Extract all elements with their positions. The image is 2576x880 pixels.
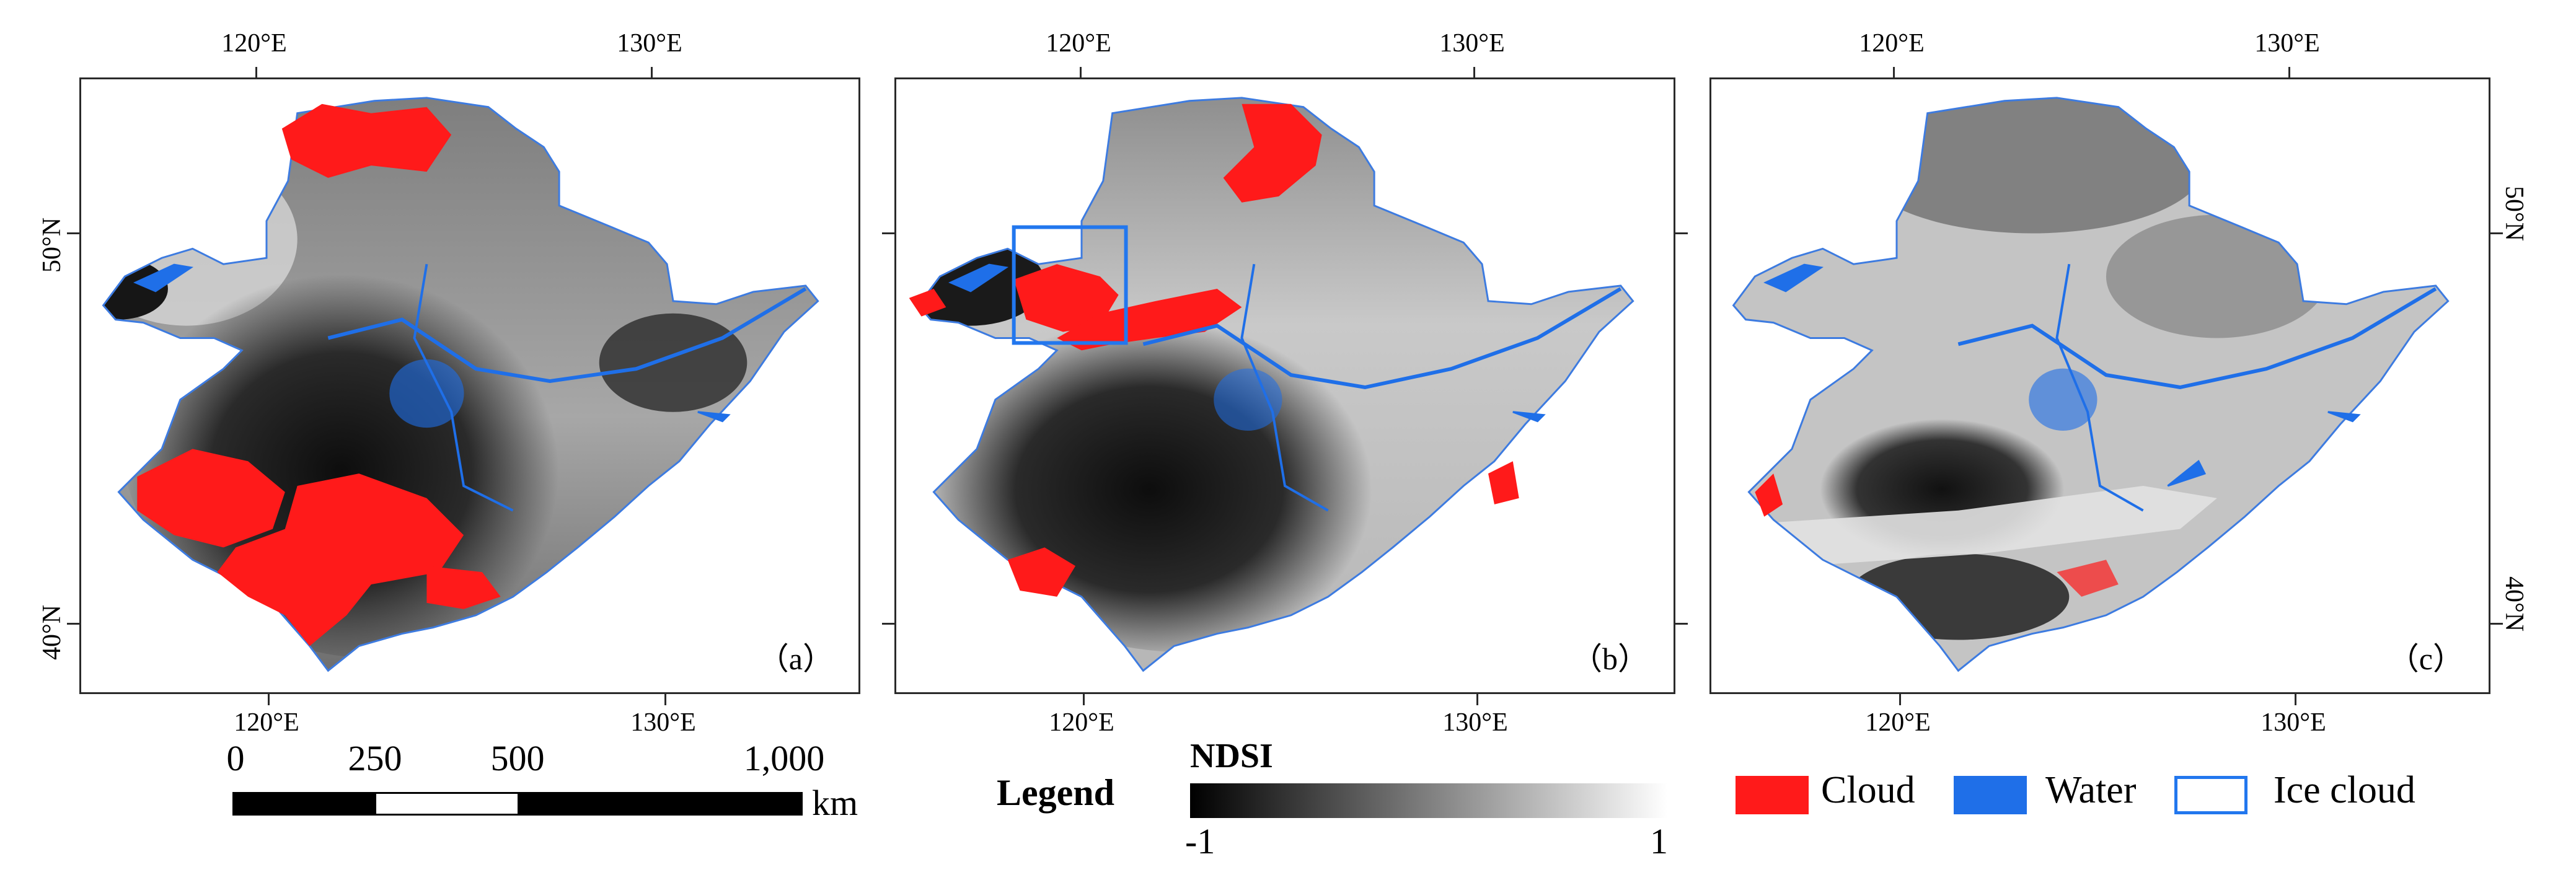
lon-label-top: 130°E xyxy=(1439,29,1505,58)
lon-label-bottom: 120°E xyxy=(234,708,299,737)
map-panel-a: （a） xyxy=(79,77,860,694)
ndsi-map-b xyxy=(909,97,1634,672)
legend-item-ice-cloud: Ice cloud xyxy=(2274,769,2415,811)
ndsi-map-a xyxy=(102,97,819,672)
scale-tick-label: 250 xyxy=(348,738,402,778)
legend-item-cloud: Cloud xyxy=(1821,769,1915,811)
snow-free-area xyxy=(1847,553,2070,640)
axis-tick xyxy=(1899,693,1901,705)
scale-tick-label: 500 xyxy=(490,738,545,778)
water-bodies xyxy=(133,263,807,512)
axis-tick xyxy=(1675,623,1688,625)
region-boundary xyxy=(1732,97,2450,672)
axis-tick xyxy=(664,693,666,705)
cloud-swatch xyxy=(1736,776,1809,814)
ndsi-color-ramp xyxy=(1190,783,1667,818)
map-panel-b: （b） xyxy=(894,77,1675,694)
map-panel-c: （c） xyxy=(1709,77,2490,694)
scale-tick-label: 1,000 xyxy=(743,738,825,778)
axis-tick xyxy=(268,693,270,705)
snow-free-area xyxy=(921,245,1452,653)
axis-tick xyxy=(2288,67,2290,79)
axis-tick xyxy=(2490,623,2503,625)
panel-label-b: （b） xyxy=(1571,641,1649,676)
panel-label-a: （a） xyxy=(757,641,834,676)
scale-bar-segment xyxy=(518,794,801,814)
snow-free-area xyxy=(599,313,748,412)
panel-label-c: （c） xyxy=(2388,641,2464,676)
axis-tick xyxy=(1080,67,1082,79)
water-bodies xyxy=(948,263,1622,512)
scale-bar-segment xyxy=(234,794,376,814)
cloud-mask xyxy=(1755,473,2119,597)
water-swatch xyxy=(1954,776,2027,814)
ndsi-mid-area xyxy=(2106,214,2328,338)
ndsi-mid-area xyxy=(1859,97,2205,234)
ndsi-max-label: 1 xyxy=(1650,821,1668,861)
lat-label-right: 50°N xyxy=(2500,186,2528,242)
legend-item-water: Water xyxy=(2045,769,2137,811)
axis-tick xyxy=(1675,232,1688,234)
scale-unit: km xyxy=(812,783,858,823)
scale-bar-segment xyxy=(376,794,518,814)
region-boundary xyxy=(917,97,1634,672)
axis-tick xyxy=(1893,67,1895,79)
lon-label-top: 120°E xyxy=(1859,29,1925,58)
axis-tick xyxy=(651,67,653,79)
lon-label-top: 120°E xyxy=(1046,29,1111,58)
ndsi-map-c xyxy=(1732,97,2450,672)
lat-label-left: 40°N xyxy=(38,604,66,660)
cloud-mask xyxy=(137,103,501,646)
axis-tick xyxy=(67,232,79,234)
snow-free-area xyxy=(118,190,637,659)
axis-tick xyxy=(2490,232,2503,234)
lat-label-left: 50°N xyxy=(38,217,66,273)
lon-label-bottom: 120°E xyxy=(1865,708,1931,737)
axis-tick xyxy=(882,623,894,625)
axis-tick xyxy=(1473,67,1475,79)
axis-tick xyxy=(67,623,79,625)
axis-tick xyxy=(2295,693,2296,705)
axis-tick xyxy=(255,67,257,79)
ice-cloud-box xyxy=(1012,225,1128,345)
lon-label-top: 130°E xyxy=(2254,29,2320,58)
lon-label-bottom: 130°E xyxy=(2261,708,2326,737)
ndsi-min-label: -1 xyxy=(1185,821,1215,861)
lon-label-top: 130°E xyxy=(617,29,682,58)
lon-label-bottom: 130°E xyxy=(1442,708,1508,737)
scale-bar xyxy=(232,792,803,816)
water-bodies xyxy=(1763,263,2437,512)
axis-tick xyxy=(1083,693,1085,705)
snow-band xyxy=(1767,486,2217,566)
ndsi-legend-title: NDSI xyxy=(1190,737,1273,775)
lat-label-right: 40°N xyxy=(2500,576,2528,632)
legend-title: Legend xyxy=(997,772,1115,813)
axis-tick xyxy=(882,232,894,234)
scale-tick-label: 0 xyxy=(226,738,245,778)
axis-tick xyxy=(1476,693,1478,705)
lon-label-top: 120°E xyxy=(221,29,287,58)
cloud-mask xyxy=(909,103,1519,597)
snow-free-area xyxy=(103,258,168,320)
lon-label-bottom: 130°E xyxy=(630,708,696,737)
lon-label-bottom: 120°E xyxy=(1049,708,1114,737)
ice-cloud-outline-swatch xyxy=(2174,776,2247,814)
